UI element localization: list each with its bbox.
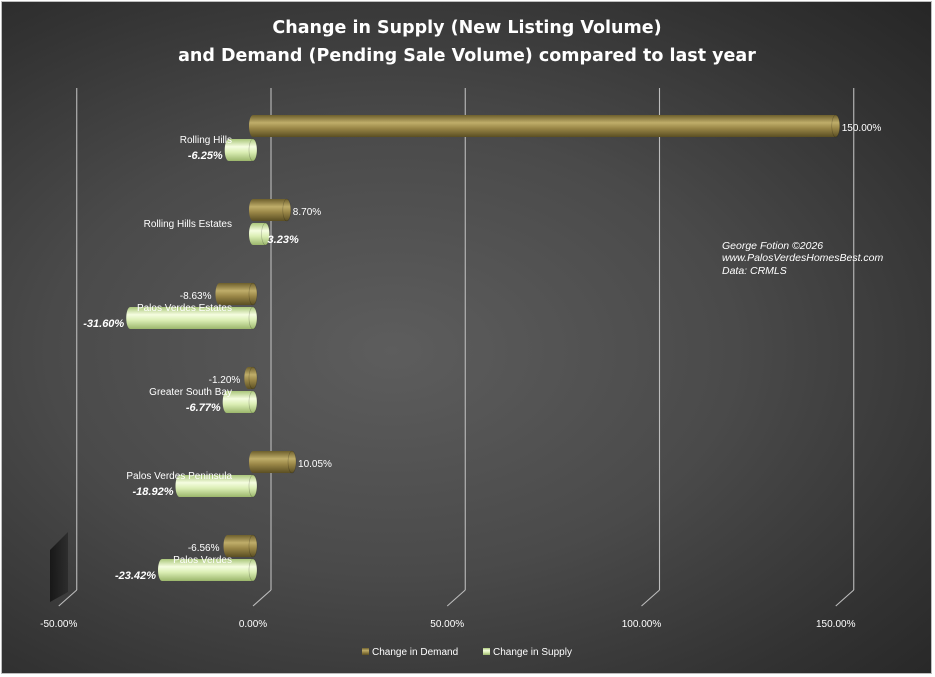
supply-bar-cap-end	[248, 138, 258, 162]
supply-bar-cap-start	[158, 559, 167, 581]
supply-bar-cap-end	[248, 390, 258, 414]
wall-shadow	[50, 532, 68, 602]
supply-data-label: -31.60%	[83, 318, 124, 330]
supply-bar	[224, 138, 258, 162]
category-label: Greater South Bay	[149, 387, 232, 398]
annotation-author: George Fotion ©2026	[722, 240, 823, 252]
legend-label-demand: Change in Demand	[372, 647, 458, 658]
demand-bar	[215, 282, 258, 306]
supply-bar-body	[162, 559, 253, 581]
demand-bar-body	[227, 535, 253, 557]
gridline-floor	[58, 589, 78, 607]
legend-swatch-demand	[362, 648, 369, 655]
demand-bar-cap-start	[249, 199, 257, 221]
category-label: Rolling Hills	[180, 135, 232, 146]
chart-title-line-2: and Demand (Pending Sale Volume) compare…	[178, 46, 756, 66]
x-tick-label: -50.00%	[40, 619, 77, 630]
bars	[126, 114, 841, 582]
demand-data-label: 150.00%	[842, 123, 882, 134]
gridlines	[58, 88, 855, 607]
gridline-floor	[446, 589, 466, 607]
demand-bar-body	[253, 451, 293, 473]
chart-title-line-1: Change in Supply (New Listing Volume)	[272, 18, 661, 38]
gridline-floor	[835, 589, 855, 607]
demand-bar	[249, 450, 297, 474]
supply-data-label: -6.25%	[188, 150, 223, 162]
legend: Change in Demand Change in Supply	[362, 647, 572, 658]
demand-bar-body	[219, 283, 253, 305]
supply-bar-body	[130, 307, 253, 329]
category-label: Palos Verdes Peninsula	[126, 471, 232, 482]
demand-data-label: -8.63%	[180, 291, 212, 302]
category-label: Palos Verdes Estates	[137, 303, 232, 314]
annotation-website: www.PalosVerdesHomesBest.com	[722, 252, 884, 264]
supply-bar-cap-start	[175, 475, 184, 497]
supply-bar-cap-end	[261, 222, 270, 246]
demand-bar-cap-end	[248, 282, 258, 306]
gridline-floor	[641, 589, 660, 607]
x-tick-label: 50.00%	[430, 619, 464, 630]
gridline-floor	[252, 589, 272, 607]
annotation-source: Data: CRMLS	[722, 265, 787, 277]
supply-bar-cap-end	[248, 558, 258, 582]
category-label: Rolling Hills Estates	[144, 219, 232, 230]
demand-bar-cap-end	[248, 534, 258, 558]
category-label: Palos Verdes	[173, 555, 232, 566]
supply-bar	[249, 222, 270, 246]
supply-bar-body	[228, 139, 253, 161]
supply-bar-cap-start	[222, 391, 231, 413]
demand-bar	[223, 534, 258, 558]
supply-bar-cap-end	[248, 474, 258, 498]
supply-data-label: 3.23%	[268, 234, 299, 246]
demand-bar-cap-end	[287, 450, 297, 474]
demand-data-label: 10.05%	[298, 459, 332, 470]
x-tick-label: 150.00%	[816, 619, 856, 630]
supply-bar	[158, 558, 258, 582]
legend-label-supply: Change in Supply	[493, 647, 572, 658]
demand-bar-cap-end	[831, 114, 841, 138]
annotation: George Fotion ©2026 www.PalosVerdesHomes…	[722, 240, 884, 277]
legend-swatch-supply	[483, 648, 490, 655]
supply-data-label: -6.77%	[186, 402, 221, 414]
supply-bar-body	[179, 475, 253, 497]
demand-bar-cap-start	[223, 535, 232, 557]
demand-bar-body	[253, 199, 287, 221]
supply-bar	[126, 306, 258, 330]
x-tick-label: 0.00%	[239, 619, 267, 630]
x-tick-label: 100.00%	[622, 619, 662, 630]
supply-bar-body	[226, 391, 253, 413]
supply-data-label: -23.42%	[115, 570, 156, 582]
demand-bar	[249, 198, 292, 222]
supply-bar-cap-start	[224, 139, 233, 161]
demand-bar	[249, 114, 841, 138]
supply-bar-cap-end	[248, 306, 258, 330]
demand-data-label: -6.56%	[188, 543, 220, 554]
demand-bar-cap-end	[248, 366, 258, 390]
demand-bar-body	[253, 115, 836, 137]
demand-bar	[244, 366, 258, 390]
demand-data-label: 8.70%	[293, 207, 321, 218]
labels: Rolling Hills 150.00% -6.25% Rolling Hills …	[83, 123, 881, 582]
x-axis: -50.00% 0.00% 50.00% 100.00% 150.00%	[40, 619, 855, 630]
demand-bar-cap-start	[249, 115, 257, 137]
supply-data-label: -18.92%	[133, 486, 174, 498]
demand-bar-cap-start	[215, 283, 224, 305]
demand-bar-cap-start	[249, 451, 257, 473]
demand-bar-cap-end	[282, 198, 292, 222]
supply-bar-cap-start	[126, 307, 135, 329]
supply-bar	[175, 474, 258, 498]
supply-bar-cap-start	[249, 223, 257, 245]
demand-data-label: -1.20%	[209, 375, 241, 386]
supply-bar	[222, 390, 258, 414]
